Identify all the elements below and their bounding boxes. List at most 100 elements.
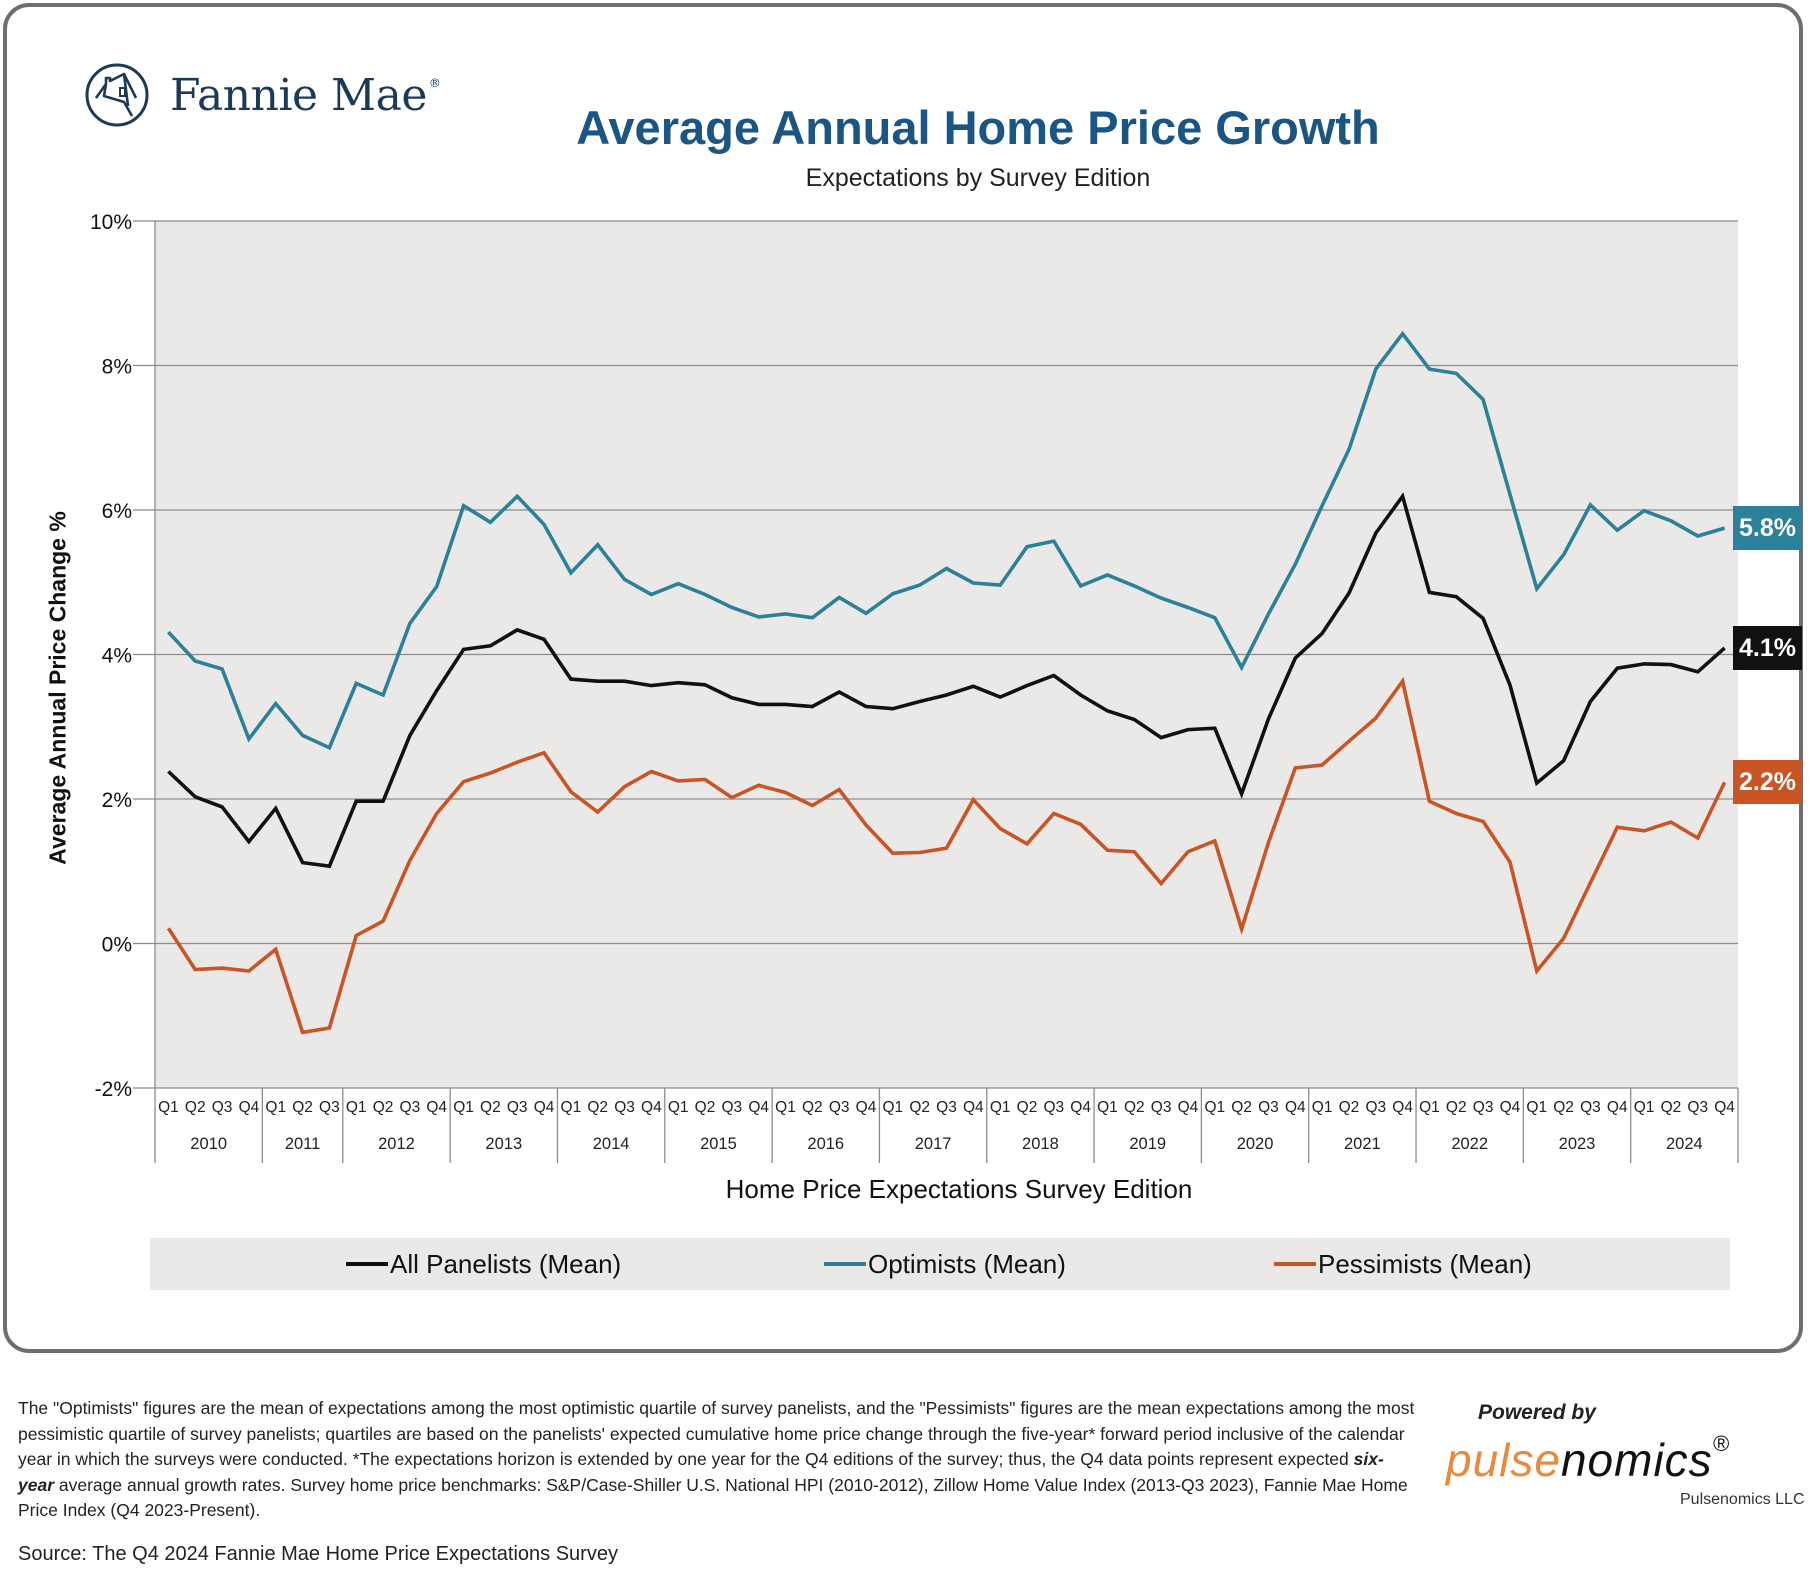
x-tick-quarter: Q4 — [1178, 1099, 1199, 1116]
x-tick-quarter: Q1 — [158, 1099, 179, 1116]
x-tick-quarter: Q1 — [1312, 1099, 1333, 1116]
x-tick-quarter: Q2 — [1017, 1099, 1038, 1116]
fannie-mae-logo: Fannie Mae ® — [84, 62, 441, 128]
x-tick-quarter: Q3 — [319, 1099, 340, 1116]
x-tick-year: 2022 — [1451, 1135, 1488, 1153]
methodology-footnote: The "Optimists" figures are the mean of … — [18, 1398, 1415, 1520]
source-note: Source: The Q4 2024 Fannie Mae Home Pric… — [18, 1543, 618, 1565]
legend-label: Optimists (Mean) — [868, 1248, 1066, 1279]
legend-label: Pessimists (Mean) — [1318, 1248, 1532, 1279]
legend-swatch-optimists — [824, 1262, 866, 1266]
x-tick-quarter: Q3 — [1151, 1099, 1172, 1116]
x-tick-quarter: Q2 — [373, 1099, 394, 1116]
legend: All Panelists (Mean) Optimists (Mean) Pe… — [150, 1238, 1730, 1290]
legend-item-all-panelists: All Panelists (Mean) — [346, 1249, 621, 1280]
end-label-optimists: 5.8% — [1733, 506, 1802, 551]
footnote-emphasis: six-year — [18, 1449, 1384, 1495]
x-tick-year: 2012 — [378, 1135, 415, 1153]
legend-item-optimists: Optimists (Mean) — [824, 1249, 1066, 1280]
y-tick-label: -2% — [95, 1078, 132, 1101]
x-tick-quarter: Q3 — [722, 1099, 743, 1116]
x-tick-year: 2011 — [285, 1135, 320, 1153]
x-tick-quarter: Q3 — [507, 1099, 528, 1116]
x-tick-quarter: Q1 — [775, 1099, 796, 1116]
x-tick-quarter: Q3 — [936, 1099, 957, 1116]
x-tick-quarter: Q1 — [882, 1099, 903, 1116]
x-tick-quarter: Q4 — [1714, 1099, 1735, 1116]
x-tick-quarter: Q3 — [1473, 1099, 1494, 1116]
x-tick-year: 2013 — [485, 1135, 522, 1153]
pulsenomics-company: Pulsenomics LLC — [1680, 1491, 1805, 1508]
y-tick-label: 6% — [102, 500, 132, 523]
house-in-circle-icon — [85, 63, 149, 127]
y-tick-label: 10% — [90, 211, 132, 234]
series-line-pessimists — [166, 676, 1727, 1035]
x-tick-quarter: Q4 — [1392, 1099, 1413, 1116]
x-tick-quarter: Q4 — [1070, 1099, 1091, 1116]
x-tick-quarter: Q1 — [561, 1099, 582, 1116]
x-tick-quarter: Q4 — [426, 1099, 447, 1116]
x-tick-year: 2010 — [190, 1135, 227, 1153]
powered-by-label: Powered by — [1478, 1401, 1596, 1424]
x-tick-quarter: Q2 — [185, 1099, 206, 1116]
x-tick-quarter: Q4 — [1607, 1099, 1628, 1116]
x-tick-quarter: Q1 — [453, 1099, 474, 1116]
x-tick-quarter: Q4 — [641, 1099, 662, 1116]
x-tick-year: 2023 — [1559, 1135, 1596, 1153]
x-tick-year: 2015 — [700, 1135, 737, 1153]
x-tick-quarter: Q1 — [346, 1099, 367, 1116]
x-tick-quarter: Q2 — [695, 1099, 716, 1116]
x-tick-year: 2016 — [807, 1135, 844, 1153]
x-tick-quarter: Q1 — [1526, 1099, 1547, 1116]
x-tick-quarter: Q4 — [1500, 1099, 1521, 1116]
brand-name: Fannie Mae ® — [170, 69, 441, 121]
x-tick-quarter: Q1 — [1419, 1099, 1440, 1116]
x-tick-quarter: Q4 — [963, 1099, 984, 1116]
x-tick-quarter: Q1 — [1634, 1099, 1655, 1116]
x-tick-quarter: Q2 — [480, 1099, 501, 1116]
x-tick-quarter: Q2 — [1446, 1099, 1467, 1116]
chart-subtitle: Expectations by Survey Edition — [805, 164, 1151, 192]
x-tick-quarter: Q2 — [1661, 1099, 1682, 1116]
x-tick-year: 2024 — [1666, 1135, 1703, 1153]
x-tick-quarter: Q2 — [292, 1099, 313, 1116]
x-tick-quarter: Q1 — [990, 1099, 1011, 1116]
x-tick-quarter: Q2 — [1124, 1099, 1145, 1116]
x-tick-quarter: Q1 — [1097, 1099, 1118, 1116]
series-line-optimists — [167, 330, 1726, 751]
y-tick-label: 8% — [102, 356, 132, 379]
legend-label: All Panelists (Mean) — [390, 1248, 622, 1279]
x-tick-quarter: Q2 — [587, 1099, 608, 1116]
x-tick-year: 2014 — [593, 1135, 630, 1153]
x-tick-quarter: Q3 — [1043, 1099, 1064, 1116]
x-tick-quarter: Q1 — [668, 1099, 689, 1116]
x-tick-quarter: Q4 — [534, 1099, 555, 1116]
x-tick-quarter: Q1 — [1204, 1099, 1225, 1116]
x-tick-year: 2019 — [1129, 1135, 1166, 1153]
x-tick-year: 2020 — [1237, 1135, 1274, 1153]
end-label-pessimists: 2.2% — [1733, 760, 1802, 805]
x-tick-quarter: Q4 — [239, 1099, 260, 1116]
y-tick-label: 2% — [102, 789, 132, 812]
x-tick-quarter: Q3 — [829, 1099, 850, 1116]
x-tick-quarter: Q3 — [400, 1099, 421, 1116]
x-tick-quarter: Q4 — [856, 1099, 877, 1116]
x-tick-quarter: Q2 — [802, 1099, 823, 1116]
x-tick-quarter: Q2 — [1339, 1099, 1360, 1116]
x-tick-quarter: Q4 — [748, 1099, 769, 1116]
x-tick-quarter: Q1 — [265, 1099, 286, 1116]
legend-swatch-pessimists — [1274, 1262, 1316, 1266]
x-tick-quarter: Q4 — [1285, 1099, 1306, 1116]
x-tick-quarter: Q3 — [1580, 1099, 1601, 1116]
x-tick-quarter: Q2 — [909, 1099, 930, 1116]
x-axis-title: Home Price Expectations Survey Edition — [725, 1174, 1193, 1204]
x-tick-quarter: Q3 — [1365, 1099, 1386, 1116]
x-tick-quarter: Q3 — [1258, 1099, 1279, 1116]
x-tick-quarter: Q3 — [1687, 1099, 1708, 1116]
end-label-all: 4.1% — [1733, 625, 1802, 670]
pulsenomics-logo: pulsenomics® — [1446, 1431, 1730, 1486]
y-axis-title: Average Annual Price Change % — [44, 511, 71, 865]
y-tick-label: 0% — [102, 934, 132, 957]
x-tick-year: 2021 — [1344, 1135, 1381, 1153]
